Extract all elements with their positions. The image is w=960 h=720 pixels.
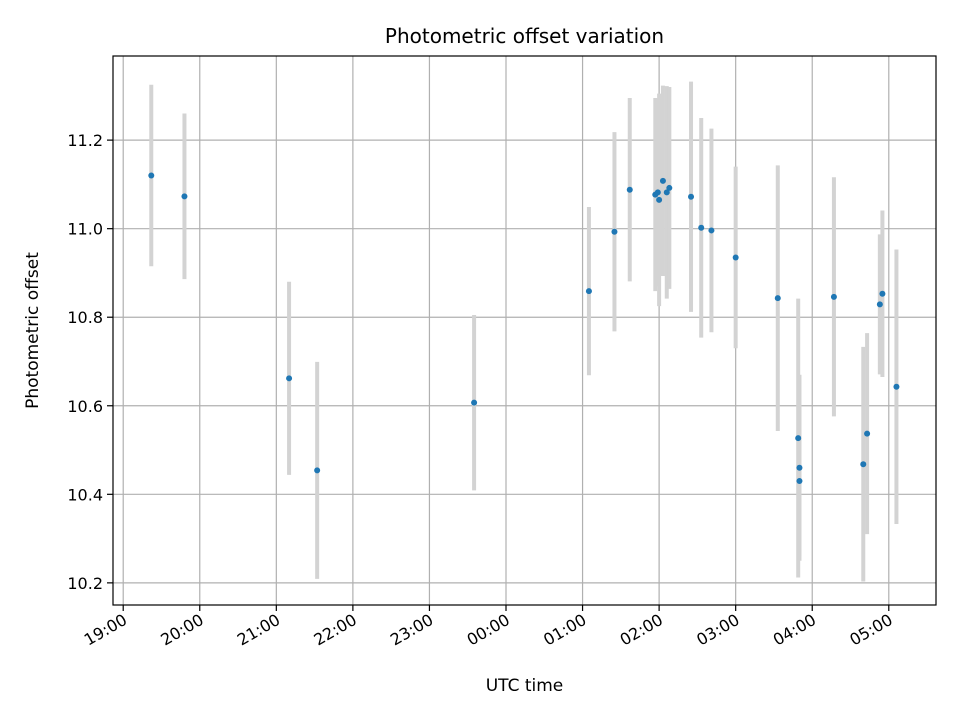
data-points [148,172,900,485]
data-point [708,227,715,234]
y-tick-label: 10.6 [67,397,103,416]
data-point [732,254,739,261]
data-point [876,301,883,308]
data-point [666,184,673,191]
data-point [611,228,618,235]
data-point [796,464,803,471]
data-point [471,399,478,406]
data-point [654,189,661,196]
data-point [796,478,803,485]
data-point [659,177,666,184]
y-tick-label: 10.2 [67,574,103,593]
data-point [774,295,781,302]
data-point [663,189,670,196]
data-point [656,196,663,203]
y-tick-label: 11.0 [67,220,103,239]
data-point [626,186,633,193]
data-point [688,193,695,200]
data-point [864,430,871,437]
x-axis-title: UTC time [486,676,564,696]
data-point [314,467,321,474]
data-point [698,224,705,231]
data-point [830,293,837,300]
data-point [181,193,188,200]
plot-frame [112,55,937,606]
data-point [286,375,293,382]
y-tick-label: 11.2 [67,131,103,150]
data-point [893,383,900,390]
y-axis-title: Photometric offset [23,252,43,409]
chart-title: Photometric offset variation [385,24,664,48]
data-point [795,435,802,442]
y-axis: 10.2 10.4 10.6 10.8 11.0 11.2 [67,131,113,593]
data-point [860,461,867,468]
y-tick-label: 10.8 [67,308,103,327]
y-tick-label: 10.4 [67,485,103,504]
data-point [879,290,886,297]
data-point [585,288,592,295]
data-point [148,172,155,179]
